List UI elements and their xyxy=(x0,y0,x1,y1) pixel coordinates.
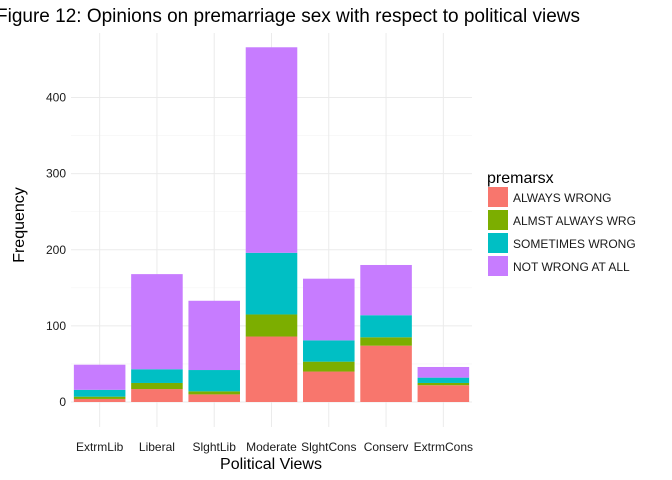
bar-segment-conserv-sometimes-wrong xyxy=(360,315,412,338)
legend-key-always-wrong xyxy=(488,187,508,207)
bar-segment-extrmlib-sometimes-wrong xyxy=(73,389,126,397)
bar-segment-extrmcons-almst-always-wrg xyxy=(417,382,470,386)
bar-segment-moderate-almst-always-wrg xyxy=(245,314,298,337)
bar-segment-liberal-not-wrong-at-all xyxy=(131,274,183,370)
legend-label-always-wrong: ALWAYS WRONG xyxy=(513,191,611,205)
bar-segment-conserv-not-wrong-at-all xyxy=(360,264,412,316)
bar-segment-slghtcons-sometimes-wrong xyxy=(303,340,355,362)
bar-segment-extrmcons-always-wrong xyxy=(417,385,470,402)
y-tick-label: 100 xyxy=(46,319,66,333)
legend-label-almst-always-wrg: ALMST ALWAYS WRG xyxy=(513,214,636,228)
bar-segment-conserv-always-wrong xyxy=(360,345,412,402)
bar-segment-conserv-almst-always-wrg xyxy=(360,337,412,346)
bar-segment-slghtlib-sometimes-wrong xyxy=(188,370,240,392)
y-tick-label: 0 xyxy=(59,395,66,409)
legend-label-sometimes-wrong: SOMETIMES WRONG xyxy=(513,237,636,251)
y-tick-labels: 0 100 200 300 400 xyxy=(46,91,66,409)
legend-label-not-wrong-at-all: NOT WRONG AT ALL xyxy=(513,260,630,274)
bar-segment-extrmcons-sometimes-wrong xyxy=(417,377,470,383)
x-tick-label: ExtrmCons xyxy=(414,440,473,454)
x-tick-label: Liberal xyxy=(139,440,175,454)
bars-layer xyxy=(73,47,470,402)
bar-segment-liberal-almst-always-wrg xyxy=(131,382,183,390)
x-tick-label: Conserv xyxy=(364,440,409,454)
bar-segment-slghtcons-always-wrong xyxy=(303,371,355,402)
bar-segment-slghtlib-not-wrong-at-all xyxy=(188,300,240,371)
legend-key-sometimes-wrong xyxy=(488,233,508,253)
chart-title: Figure 12: Opinions on premarriage sex w… xyxy=(0,6,580,27)
bar-segment-extrmlib-almst-always-wrg xyxy=(73,396,126,399)
bar-segment-slghtlib-almst-always-wrg xyxy=(188,391,240,395)
bar-segment-slghtcons-not-wrong-at-all xyxy=(303,278,355,341)
x-tick-label: Moderate xyxy=(246,440,297,454)
x-tick-label: ExtrmLib xyxy=(76,440,124,454)
legend-key-almst-always-wrg xyxy=(488,210,508,230)
bar-segment-moderate-sometimes-wrong xyxy=(245,252,298,315)
bar-segment-extrmlib-always-wrong xyxy=(73,398,126,402)
y-tick-label: 200 xyxy=(46,243,66,257)
bar-segment-slghtlib-always-wrong xyxy=(188,394,240,402)
x-tick-label: SlghtLib xyxy=(193,440,237,454)
y-tick-label: 300 xyxy=(46,167,66,181)
y-tick-label: 400 xyxy=(46,91,66,105)
legend: premarsx ALWAYS WRONG ALMST ALWAYS WRG SOM… xyxy=(487,170,636,276)
legend-items: ALWAYS WRONG ALMST ALWAYS WRG SOMETIMES WR… xyxy=(488,187,636,276)
x-tick-labels: ExtrmLib Liberal SlghtLib Moderate SlghtCons… xyxy=(76,440,473,454)
bar-segment-extrmcons-not-wrong-at-all xyxy=(417,366,470,378)
y-axis-title: Frequency xyxy=(11,187,28,263)
legend-title: premarsx xyxy=(487,170,554,187)
x-axis-title: Political Views xyxy=(220,456,322,473)
bar-segment-slghtcons-almst-always-wrg xyxy=(303,361,355,372)
bar-segment-liberal-sometimes-wrong xyxy=(131,369,183,383)
legend-key-not-wrong-at-all xyxy=(488,256,508,276)
bar-segment-extrmlib-not-wrong-at-all xyxy=(73,364,126,390)
bar-segment-liberal-always-wrong xyxy=(131,389,183,402)
x-tick-label: SlghtCons xyxy=(301,440,356,454)
bar-segment-moderate-always-wrong xyxy=(245,336,298,402)
bar-segment-moderate-not-wrong-at-all xyxy=(245,47,298,253)
